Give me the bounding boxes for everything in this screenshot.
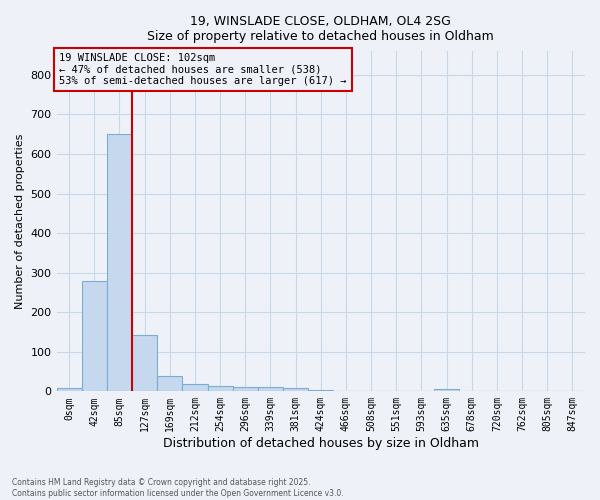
Bar xyxy=(434,390,459,392)
Y-axis label: Number of detached properties: Number of detached properties xyxy=(15,134,25,309)
Bar xyxy=(157,376,182,392)
X-axis label: Distribution of detached houses by size in Oldham: Distribution of detached houses by size … xyxy=(163,437,479,450)
Text: Contains HM Land Registry data © Crown copyright and database right 2025.
Contai: Contains HM Land Registry data © Crown c… xyxy=(12,478,344,498)
Bar xyxy=(283,388,308,392)
Bar xyxy=(258,387,283,392)
Bar xyxy=(132,335,157,392)
Bar xyxy=(56,388,82,392)
Bar xyxy=(233,387,258,392)
Bar xyxy=(308,390,334,392)
Text: 19 WINSLADE CLOSE: 102sqm
← 47% of detached houses are smaller (538)
53% of semi: 19 WINSLADE CLOSE: 102sqm ← 47% of detac… xyxy=(59,53,347,86)
Bar xyxy=(208,386,233,392)
Bar xyxy=(107,134,132,392)
Title: 19, WINSLADE CLOSE, OLDHAM, OL4 2SG
Size of property relative to detached houses: 19, WINSLADE CLOSE, OLDHAM, OL4 2SG Size… xyxy=(148,15,494,43)
Bar xyxy=(182,384,208,392)
Bar xyxy=(82,282,107,392)
